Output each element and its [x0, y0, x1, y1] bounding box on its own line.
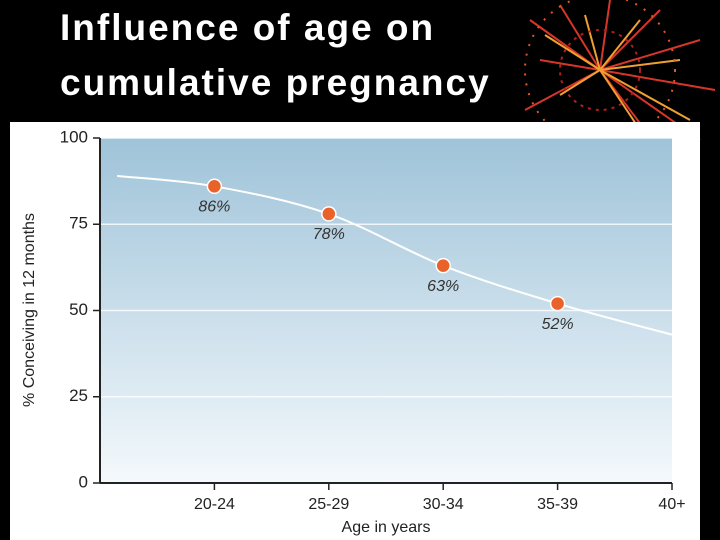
y-tick-label: 0 — [79, 472, 88, 491]
x-tick-label: 35-39 — [537, 496, 578, 513]
fireworks — [524, 0, 716, 151]
chart-title: Influence of age on cumulative pregnancy — [60, 7, 491, 103]
x-tick-label: 30-34 — [423, 496, 464, 513]
y-tick-label: 75 — [69, 214, 88, 233]
data-label: 63% — [427, 278, 459, 295]
title-text: Influence of age on cumulative pregnancy — [60, 7, 491, 103]
x-tick-label: 40+ — [658, 496, 685, 513]
y-tick-label: 100 — [60, 127, 88, 146]
data-label: 86% — [198, 199, 230, 216]
marker — [206, 178, 223, 195]
y-tick-label: 25 — [69, 386, 88, 405]
y-tick-label: 50 — [69, 300, 88, 319]
y-axis-title: % Conceiving in 12 months — [21, 213, 38, 407]
x-tick-label: 20-24 — [194, 496, 235, 513]
data-label: 52% — [542, 316, 574, 333]
marker — [435, 257, 451, 274]
marker — [549, 295, 566, 312]
marker — [321, 206, 337, 222]
x-tick-label: 25-29 — [308, 496, 349, 513]
x-axis-title: Age in years — [342, 519, 431, 536]
data-label: 78% — [313, 226, 345, 243]
